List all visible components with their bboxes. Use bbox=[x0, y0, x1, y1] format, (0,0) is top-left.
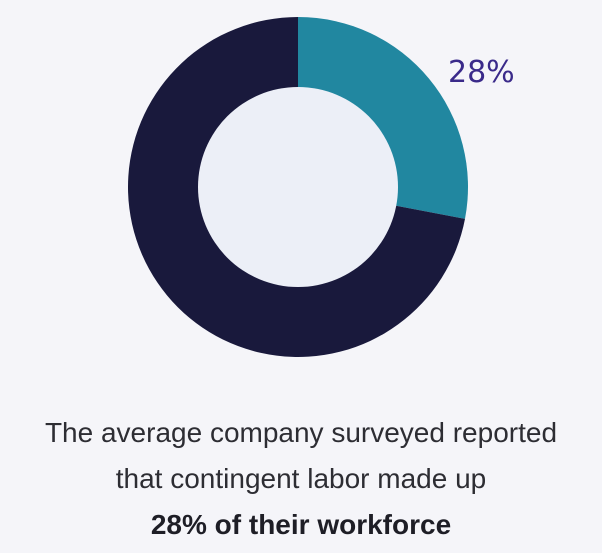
caption-line-2: that contingent labor made up bbox=[115, 463, 487, 494]
caption-highlight: 28% of their workforce bbox=[150, 509, 452, 540]
caption: The average company surveyed reported th… bbox=[0, 410, 602, 550]
donut-hole bbox=[198, 87, 398, 287]
caption-line-1: The average company surveyed reported bbox=[44, 417, 558, 448]
donut-chart: 28% bbox=[127, 17, 515, 357]
slice-label-contingent: 28% bbox=[448, 55, 515, 90]
